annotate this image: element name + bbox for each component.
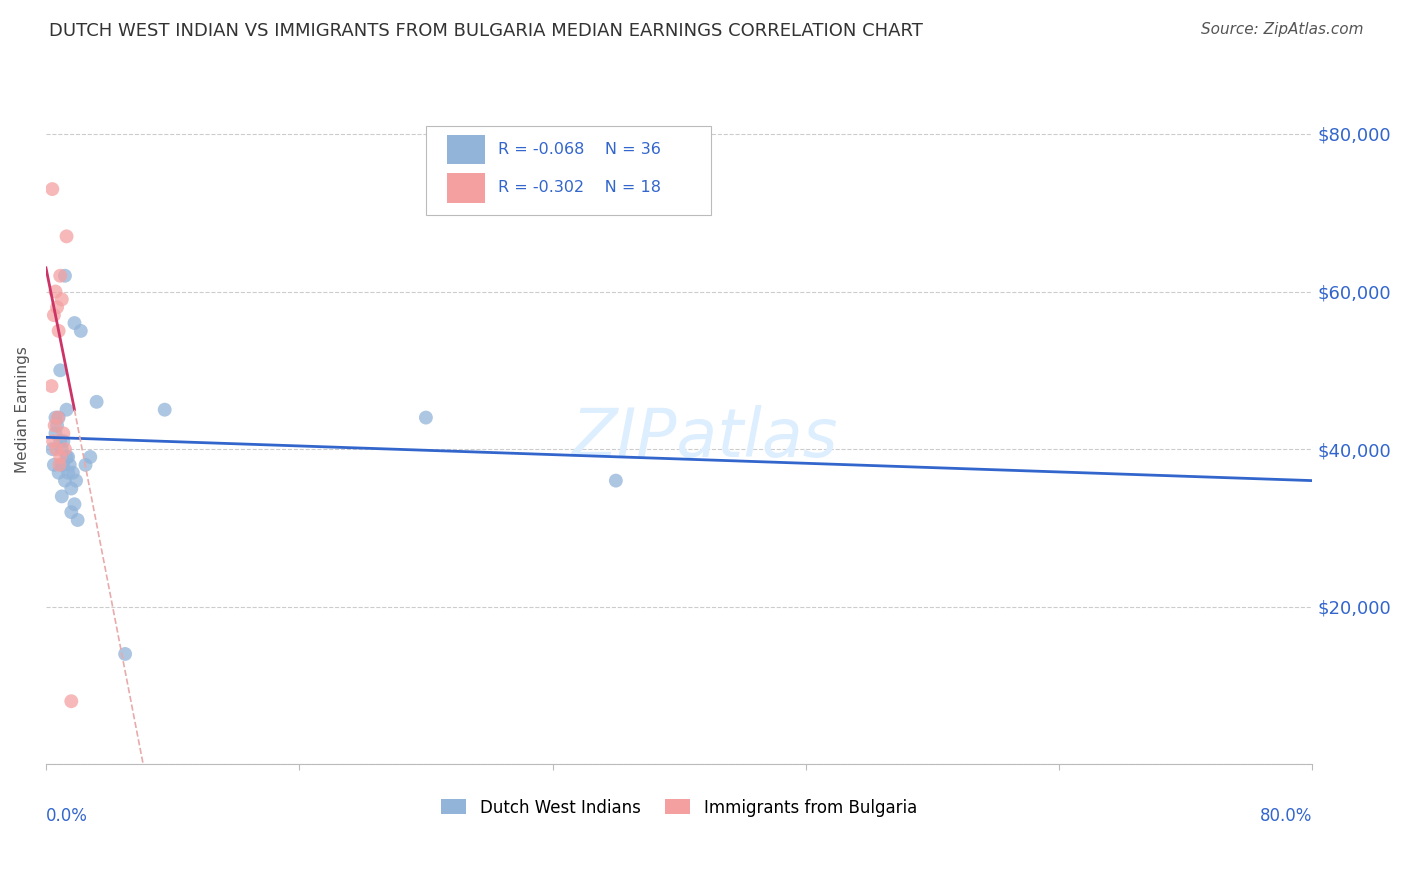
- Point: [62, 466, 84, 480]
- Text: R = -0.302    N = 18: R = -0.302 N = 18: [498, 180, 661, 195]
- Text: 80.0%: 80.0%: [1260, 807, 1312, 825]
- Point: [52, 434, 75, 449]
- Point: [52, 426, 75, 441]
- Point: [415, 410, 437, 425]
- Point: [55, 402, 77, 417]
- Point: [48, 466, 70, 480]
- Point: [53, 268, 76, 283]
- Point: [60, 482, 83, 496]
- Point: [51, 442, 73, 456]
- Text: DUTCH WEST INDIAN VS IMMIGRANTS FROM BULGARIA MEDIAN EARNINGS CORRELATION CHART: DUTCH WEST INDIAN VS IMMIGRANTS FROM BUL…: [49, 22, 924, 40]
- Point: [41, 182, 63, 196]
- Point: [44, 426, 66, 441]
- Point: [46, 300, 69, 314]
- Point: [44, 410, 66, 425]
- Point: [46, 410, 69, 425]
- Point: [44, 418, 66, 433]
- Point: [60, 505, 83, 519]
- Point: [605, 474, 627, 488]
- Point: [49, 450, 72, 464]
- Point: [44, 285, 66, 299]
- Point: [45, 442, 67, 456]
- Point: [41, 442, 63, 456]
- Point: [79, 450, 101, 464]
- Point: [59, 458, 82, 472]
- Text: Source: ZipAtlas.com: Source: ZipAtlas.com: [1201, 22, 1364, 37]
- Point: [51, 458, 73, 472]
- Point: [51, 489, 73, 503]
- Legend: Dutch West Indians, Immigrants from Bulgaria: Dutch West Indians, Immigrants from Bulg…: [434, 792, 924, 823]
- Point: [53, 442, 76, 456]
- Point: [63, 497, 86, 511]
- Point: [49, 363, 72, 377]
- Point: [75, 458, 97, 472]
- Point: [48, 324, 70, 338]
- FancyBboxPatch shape: [447, 135, 485, 164]
- Point: [42, 458, 65, 472]
- Point: [56, 466, 79, 480]
- Point: [60, 694, 83, 708]
- Point: [65, 474, 87, 488]
- Point: [46, 418, 69, 433]
- Point: [69, 324, 91, 338]
- Text: R = -0.068    N = 36: R = -0.068 N = 36: [498, 142, 661, 157]
- FancyBboxPatch shape: [447, 173, 485, 202]
- Point: [49, 268, 72, 283]
- Point: [52, 458, 75, 472]
- Point: [114, 647, 136, 661]
- Y-axis label: Median Earnings: Median Earnings: [15, 346, 30, 473]
- Point: [49, 434, 72, 449]
- Text: 0.0%: 0.0%: [46, 807, 87, 825]
- Point: [66, 513, 89, 527]
- Point: [55, 450, 77, 464]
- Point: [42, 434, 65, 449]
- Point: [86, 394, 108, 409]
- Point: [63, 316, 86, 330]
- Point: [55, 229, 77, 244]
- Point: [53, 474, 76, 488]
- FancyBboxPatch shape: [426, 126, 711, 215]
- Point: [42, 308, 65, 322]
- Point: [41, 379, 63, 393]
- Text: ZIPatlas: ZIPatlas: [571, 405, 838, 471]
- Point: [51, 293, 73, 307]
- Point: [48, 458, 70, 472]
- Point: [153, 402, 176, 417]
- Point: [56, 450, 79, 464]
- Point: [48, 410, 70, 425]
